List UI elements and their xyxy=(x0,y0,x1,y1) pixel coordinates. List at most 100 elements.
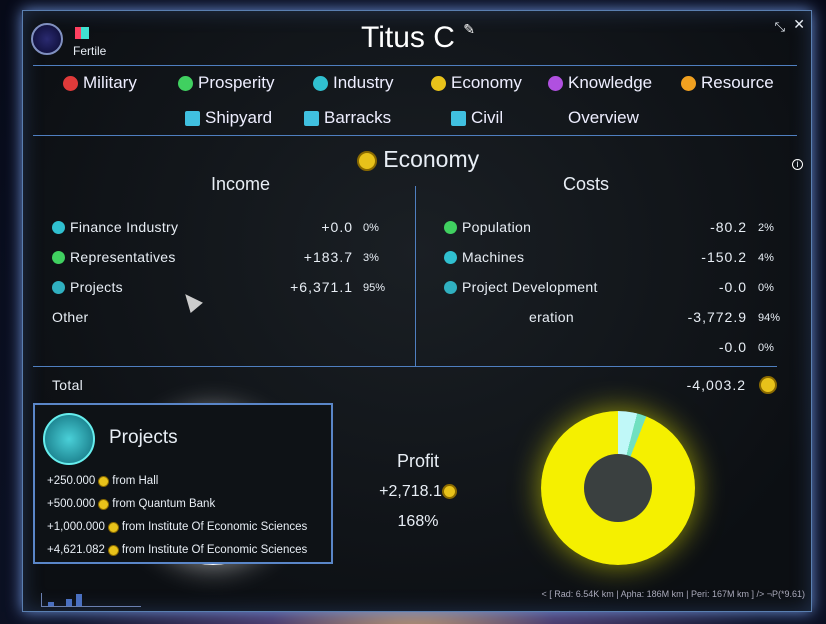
tooltip-line: +1,000.000 from Institute Of Economic Sci… xyxy=(47,521,307,533)
section-heading: Economy xyxy=(23,146,813,173)
column-divider xyxy=(415,186,416,366)
coin-icon xyxy=(98,475,110,487)
costs-donut-chart xyxy=(541,411,695,565)
line-amount: +500.000 xyxy=(47,498,96,510)
row-percent: 95% xyxy=(363,282,386,294)
prosperity-icon xyxy=(178,75,193,91)
coin-icon xyxy=(441,484,457,500)
row-value: +0.0 xyxy=(321,219,353,235)
tab-overview[interactable]: Overview xyxy=(568,108,639,128)
coin-icon xyxy=(107,521,119,533)
planet-panel: Fertile Titus C ✎ ⤡ ✕ Military Prosperity… xyxy=(22,10,812,612)
row-percent: 0% xyxy=(758,282,774,294)
line-source: from Hall xyxy=(112,475,159,487)
planet-trait: Fertile xyxy=(73,44,107,58)
tab-civil[interactable]: Civil xyxy=(451,108,503,128)
costs-heading: Costs xyxy=(563,174,610,194)
tab-label: Military xyxy=(83,73,137,92)
cost-total: -4,003.2 xyxy=(686,377,746,393)
tab-military[interactable]: Military xyxy=(63,73,137,93)
shipyard-icon xyxy=(185,110,200,126)
tab-resource[interactable]: Resource xyxy=(681,73,774,93)
row-percent: 0% xyxy=(363,222,379,234)
row-percent: 0% xyxy=(758,342,774,354)
coin-icon xyxy=(98,498,110,510)
tab-label: Shipyard xyxy=(205,108,273,127)
tab-shipyard[interactable]: Shipyard xyxy=(185,108,272,128)
row-label: Population xyxy=(462,219,532,235)
coin-icon xyxy=(759,376,777,394)
income-row: Other xyxy=(52,309,89,325)
line-source: from Institute Of Economic Sciences xyxy=(121,544,308,556)
gear-icon xyxy=(52,220,65,234)
tab-label: Resource xyxy=(701,73,774,92)
profit-value: +2,718.1 xyxy=(23,483,813,501)
line-source: from Quantum Bank xyxy=(112,498,216,510)
edit-pencil-icon[interactable]: ✎ xyxy=(463,21,475,37)
line-amount: +250.000 xyxy=(47,475,96,487)
projects-tooltip: Projects +250.000 from Hall +500.000 from Q… xyxy=(33,403,333,564)
military-icon xyxy=(63,75,78,91)
row-percent: 2% xyxy=(758,222,774,234)
industry-icon xyxy=(313,75,328,91)
costs-row: Project Development xyxy=(444,279,598,295)
info-icon[interactable]: i xyxy=(792,159,803,170)
representatives-icon xyxy=(52,250,65,264)
orbit-info: < [ Rad: 6.54K km | Apha: 186M km | Peri… xyxy=(541,589,805,599)
tab-prosperity[interactable]: Prosperity xyxy=(178,73,275,93)
row-label: eration xyxy=(529,309,574,325)
economy-coin-icon xyxy=(356,150,377,171)
resource-icon xyxy=(681,75,696,91)
row-value: -0.0 xyxy=(718,279,747,295)
economy-icon xyxy=(431,75,446,91)
tab-label: Economy xyxy=(451,73,522,92)
planet-name: Titus C ✎ xyxy=(23,21,813,55)
section-title: Economy xyxy=(383,146,480,172)
row-percent: 94% xyxy=(758,312,781,324)
row-label: Machines xyxy=(462,249,525,265)
line-amount: +4,621.082 xyxy=(47,544,105,556)
crane-icon xyxy=(52,280,65,294)
costs-row: Machines xyxy=(444,249,524,265)
civil-icon xyxy=(451,110,466,126)
mini-graph xyxy=(41,593,141,607)
tab-barracks[interactable]: Barracks xyxy=(304,108,391,128)
income-row: Representatives xyxy=(52,249,176,265)
row-label: Finance Industry xyxy=(70,219,179,235)
tab-label: Industry xyxy=(333,73,394,92)
coin-icon xyxy=(107,544,119,556)
knowledge-icon xyxy=(548,75,563,91)
row-percent: 3% xyxy=(363,252,379,264)
profit-label: Profit xyxy=(396,451,439,471)
tooltip-line: +250.000 from Hall xyxy=(47,475,158,487)
trait-flag-icon xyxy=(75,27,81,39)
tooltip-title: Projects xyxy=(109,427,178,448)
row-value: -80.2 xyxy=(710,219,747,235)
row-value: -0.0 xyxy=(718,339,747,355)
crane-icon xyxy=(444,280,457,294)
costs-row: eration xyxy=(529,309,574,325)
tab-label: Knowledge xyxy=(568,73,653,92)
line-source: from Institute Of Economic Sciences xyxy=(121,521,308,533)
expand-icon[interactable]: ⤡ xyxy=(774,19,785,34)
costs-row: Population xyxy=(444,219,531,235)
planet-avatar[interactable] xyxy=(31,23,63,55)
close-icon[interactable]: ✕ xyxy=(793,16,805,32)
gear-icon xyxy=(444,250,457,264)
profit-percent: 168% xyxy=(397,513,439,530)
trait-flag-icon-2 xyxy=(81,27,89,39)
tab-economy[interactable]: Economy xyxy=(431,73,522,93)
tab-industry[interactable]: Industry xyxy=(313,73,393,93)
row-percent: 4% xyxy=(758,252,774,264)
tab-label: Civil xyxy=(471,108,504,127)
row-value: +6,371.1 xyxy=(290,279,353,295)
tab-label: Overview xyxy=(568,108,639,127)
row-label: Project Development xyxy=(462,279,598,295)
tab-knowledge[interactable]: Knowledge xyxy=(548,73,652,93)
row-label: Other xyxy=(52,309,89,325)
crane-icon xyxy=(43,413,95,465)
line-amount: +1,000.000 xyxy=(47,521,105,533)
income-row: Finance Industry xyxy=(52,219,178,235)
income-heading: Income xyxy=(211,174,271,194)
row-value: -150.2 xyxy=(701,249,747,265)
